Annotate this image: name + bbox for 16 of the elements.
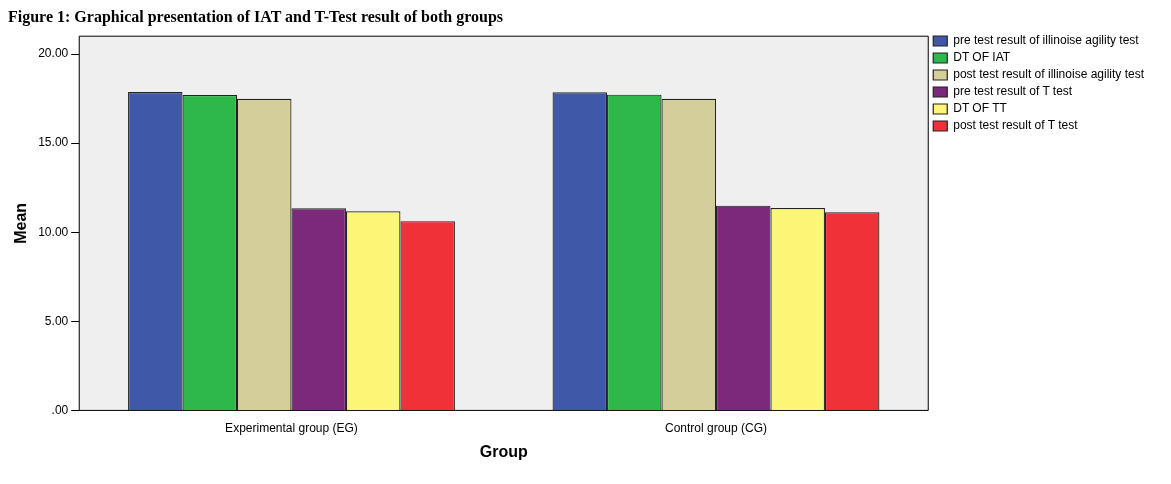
y-tick-label: .00 <box>51 402 69 417</box>
legend-label: DT OF IAT <box>953 50 1011 65</box>
y-axis-title: Mean <box>12 202 30 244</box>
x-axis-title: Group <box>479 442 528 460</box>
legend-label: post test result of illinoise agility test <box>953 67 1145 82</box>
legend-label: pre test result of T test <box>953 84 1073 99</box>
y-tick-label: 20.00 <box>38 46 69 61</box>
legend-label: pre test result of illinoise agility test <box>953 33 1140 48</box>
legend-label: post test result of T test <box>953 118 1079 133</box>
y-tick-label: 5.00 <box>44 313 69 328</box>
x-tick-label: Control group (CG) <box>664 420 768 435</box>
x-tick-label: Experimental group (EG) <box>225 420 358 435</box>
chart-title: Figure 1: Graphical presentation of IAT and T-Test result of both groups <box>8 8 505 26</box>
legend-label: DT OF TT <box>953 101 1008 116</box>
y-tick-label: 15.00 <box>38 135 69 150</box>
y-tick-label: 10.00 <box>38 224 69 239</box>
